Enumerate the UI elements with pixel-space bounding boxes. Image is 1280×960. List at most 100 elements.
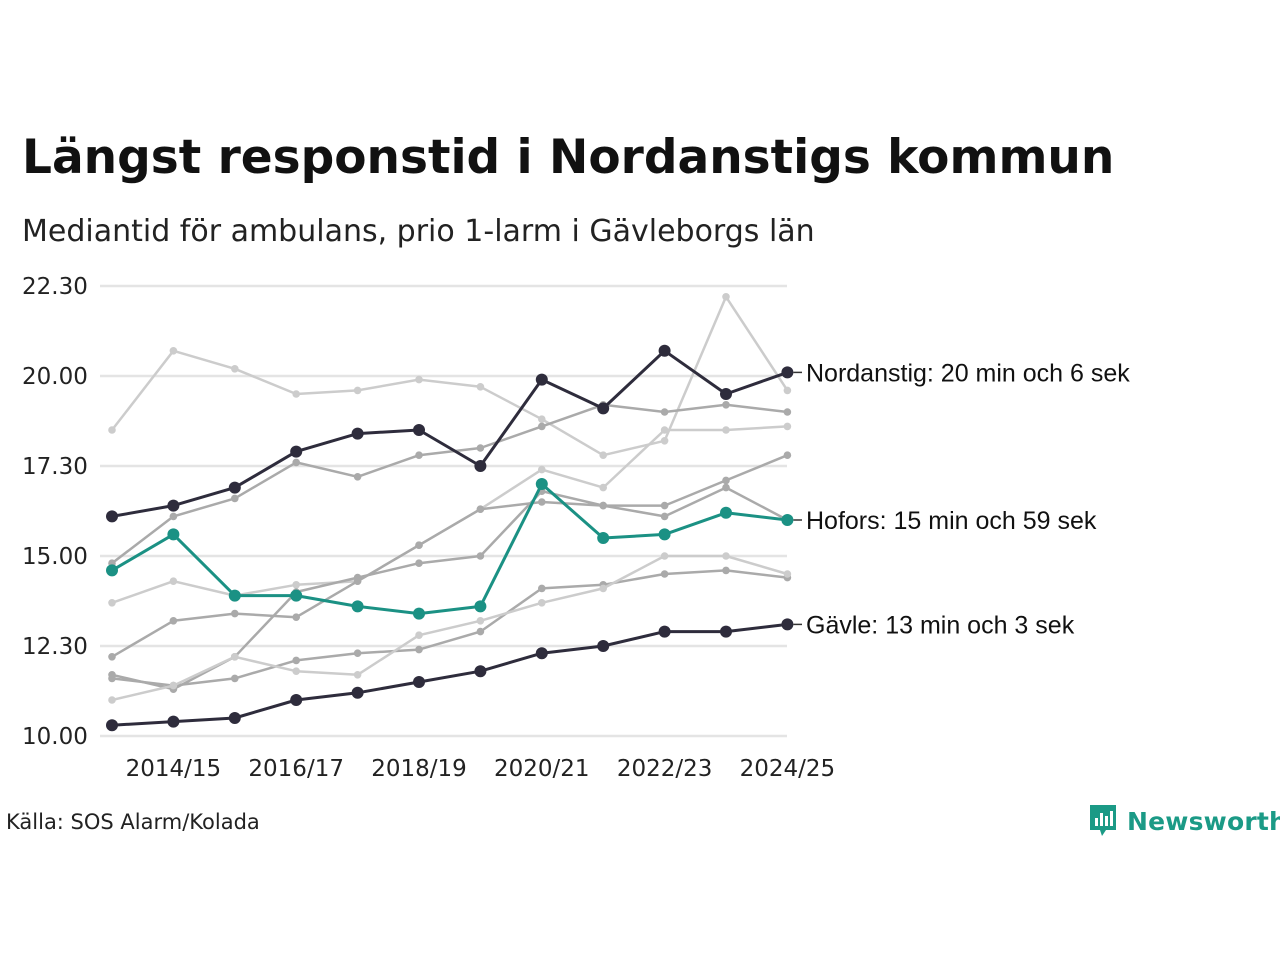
background-series-point (353, 386, 362, 395)
newsworthy-logo[interactable]: Newsworthy (1088, 803, 1280, 839)
background-series-point (599, 483, 607, 492)
y-tick-label: 10.00 (22, 724, 88, 750)
background-series-point (169, 577, 178, 585)
background-series-point (660, 552, 669, 560)
background-series-point (415, 375, 423, 384)
background-series-point (476, 383, 485, 391)
nordanstig-point (106, 510, 118, 523)
background-series-point (353, 473, 362, 481)
background-series-point (231, 674, 239, 683)
background-series-point (476, 627, 485, 636)
nordanstig-point (290, 445, 303, 458)
background-series-point (292, 581, 301, 589)
background-series-point (660, 408, 669, 416)
y-axis: 10.00 12.30 15.00 17.30 20.00 22.30 (22, 274, 88, 750)
hofors-point (781, 514, 794, 526)
hofors-point (167, 528, 180, 541)
background-series-point (476, 444, 485, 452)
nordanstig-point (228, 481, 241, 494)
background-series-point (660, 512, 669, 521)
gavle-point (658, 625, 671, 638)
background-series-point (538, 599, 546, 607)
gavle-point (535, 647, 548, 660)
background-series-point (353, 577, 362, 585)
hofors-point (106, 564, 118, 577)
newsworthy-logo-text: Newsworthy (1127, 806, 1280, 836)
background-series-point (108, 674, 116, 683)
background-series-point (722, 401, 730, 409)
gavle-point (781, 618, 794, 631)
gavle-point (106, 719, 118, 732)
hofors-point (597, 532, 610, 544)
background-series-point (722, 476, 730, 485)
background-series-point (415, 559, 423, 567)
nordanstig-point (781, 366, 794, 379)
nordanstig-point (597, 402, 610, 415)
background-series-point (169, 512, 178, 521)
background-series-point (538, 465, 546, 474)
hofors-series-label: Hofors: 15 min och 59 sek (806, 507, 1097, 535)
series-labels: Nordanstig: 20 min och 6 sek Hofors: 15 m… (793, 359, 1130, 639)
background-series-point (660, 570, 669, 578)
background-series-line (111, 403, 788, 565)
background-series-point (538, 422, 546, 431)
background-series-point (292, 667, 301, 675)
hofors-point (658, 528, 671, 541)
background-series-point (169, 347, 178, 355)
x-tick-label: 2016/17 (248, 756, 344, 782)
gavle-series-label: Gävle: 13 min och 3 sek (806, 611, 1075, 639)
chart-title: Längst responstid i Nordanstigs kommun (22, 130, 1115, 185)
background-series-point (353, 649, 362, 657)
nordanstig-line (111, 349, 788, 518)
gridlines (100, 284, 787, 738)
background-series-point (783, 570, 792, 578)
hofors-line (111, 482, 788, 616)
nordanstig-point (720, 388, 732, 400)
background-series-point (538, 415, 546, 424)
background-series-point (169, 681, 178, 690)
nordanstig-point (413, 424, 425, 436)
y-tick-label: 17.30 (22, 454, 88, 480)
gavle-point (413, 676, 425, 688)
background-series-point (599, 501, 607, 510)
background-series-point (415, 645, 423, 654)
background-series-point (722, 293, 730, 301)
nordanstig-point (351, 427, 364, 440)
background-series-point (599, 451, 607, 460)
background-series-point (292, 613, 301, 621)
highlight-series (106, 344, 794, 732)
background-series-point (599, 584, 607, 593)
background-series-line (111, 425, 788, 604)
background-series-point (415, 631, 423, 639)
background-series-point (783, 408, 792, 416)
gavle-point (597, 640, 610, 652)
background-series-point (538, 584, 546, 593)
y-tick-label: 15.00 (22, 544, 88, 570)
gavle-point (228, 712, 241, 724)
background-series-point (660, 426, 669, 434)
background-series-point (476, 505, 485, 513)
hofors-point (720, 506, 732, 519)
background-series-point (415, 451, 423, 460)
y-tick-label: 20.00 (22, 364, 88, 390)
chart-subtitle: Mediantid för ambulans, prio 1-larm i Gä… (22, 214, 815, 249)
background-series-line (111, 569, 788, 687)
gavle-point (290, 694, 303, 706)
background-series (108, 293, 792, 704)
background-series-point (476, 552, 485, 560)
nordanstig-point (167, 499, 180, 512)
background-series-point (783, 422, 792, 431)
background-series-line (111, 486, 788, 691)
background-series-point (722, 566, 730, 575)
gavle-point (720, 625, 732, 638)
gavle-point (474, 665, 487, 678)
background-series-point (415, 541, 423, 549)
background-series-point (108, 599, 116, 607)
background-series-point (476, 617, 485, 625)
y-tick-label: 12.30 (22, 634, 88, 660)
background-series-point (783, 386, 792, 395)
hofors-point (351, 600, 364, 613)
x-tick-label: 2020/21 (494, 756, 590, 782)
source-note: Källa: SOS Alarm/Kolada (6, 810, 260, 834)
